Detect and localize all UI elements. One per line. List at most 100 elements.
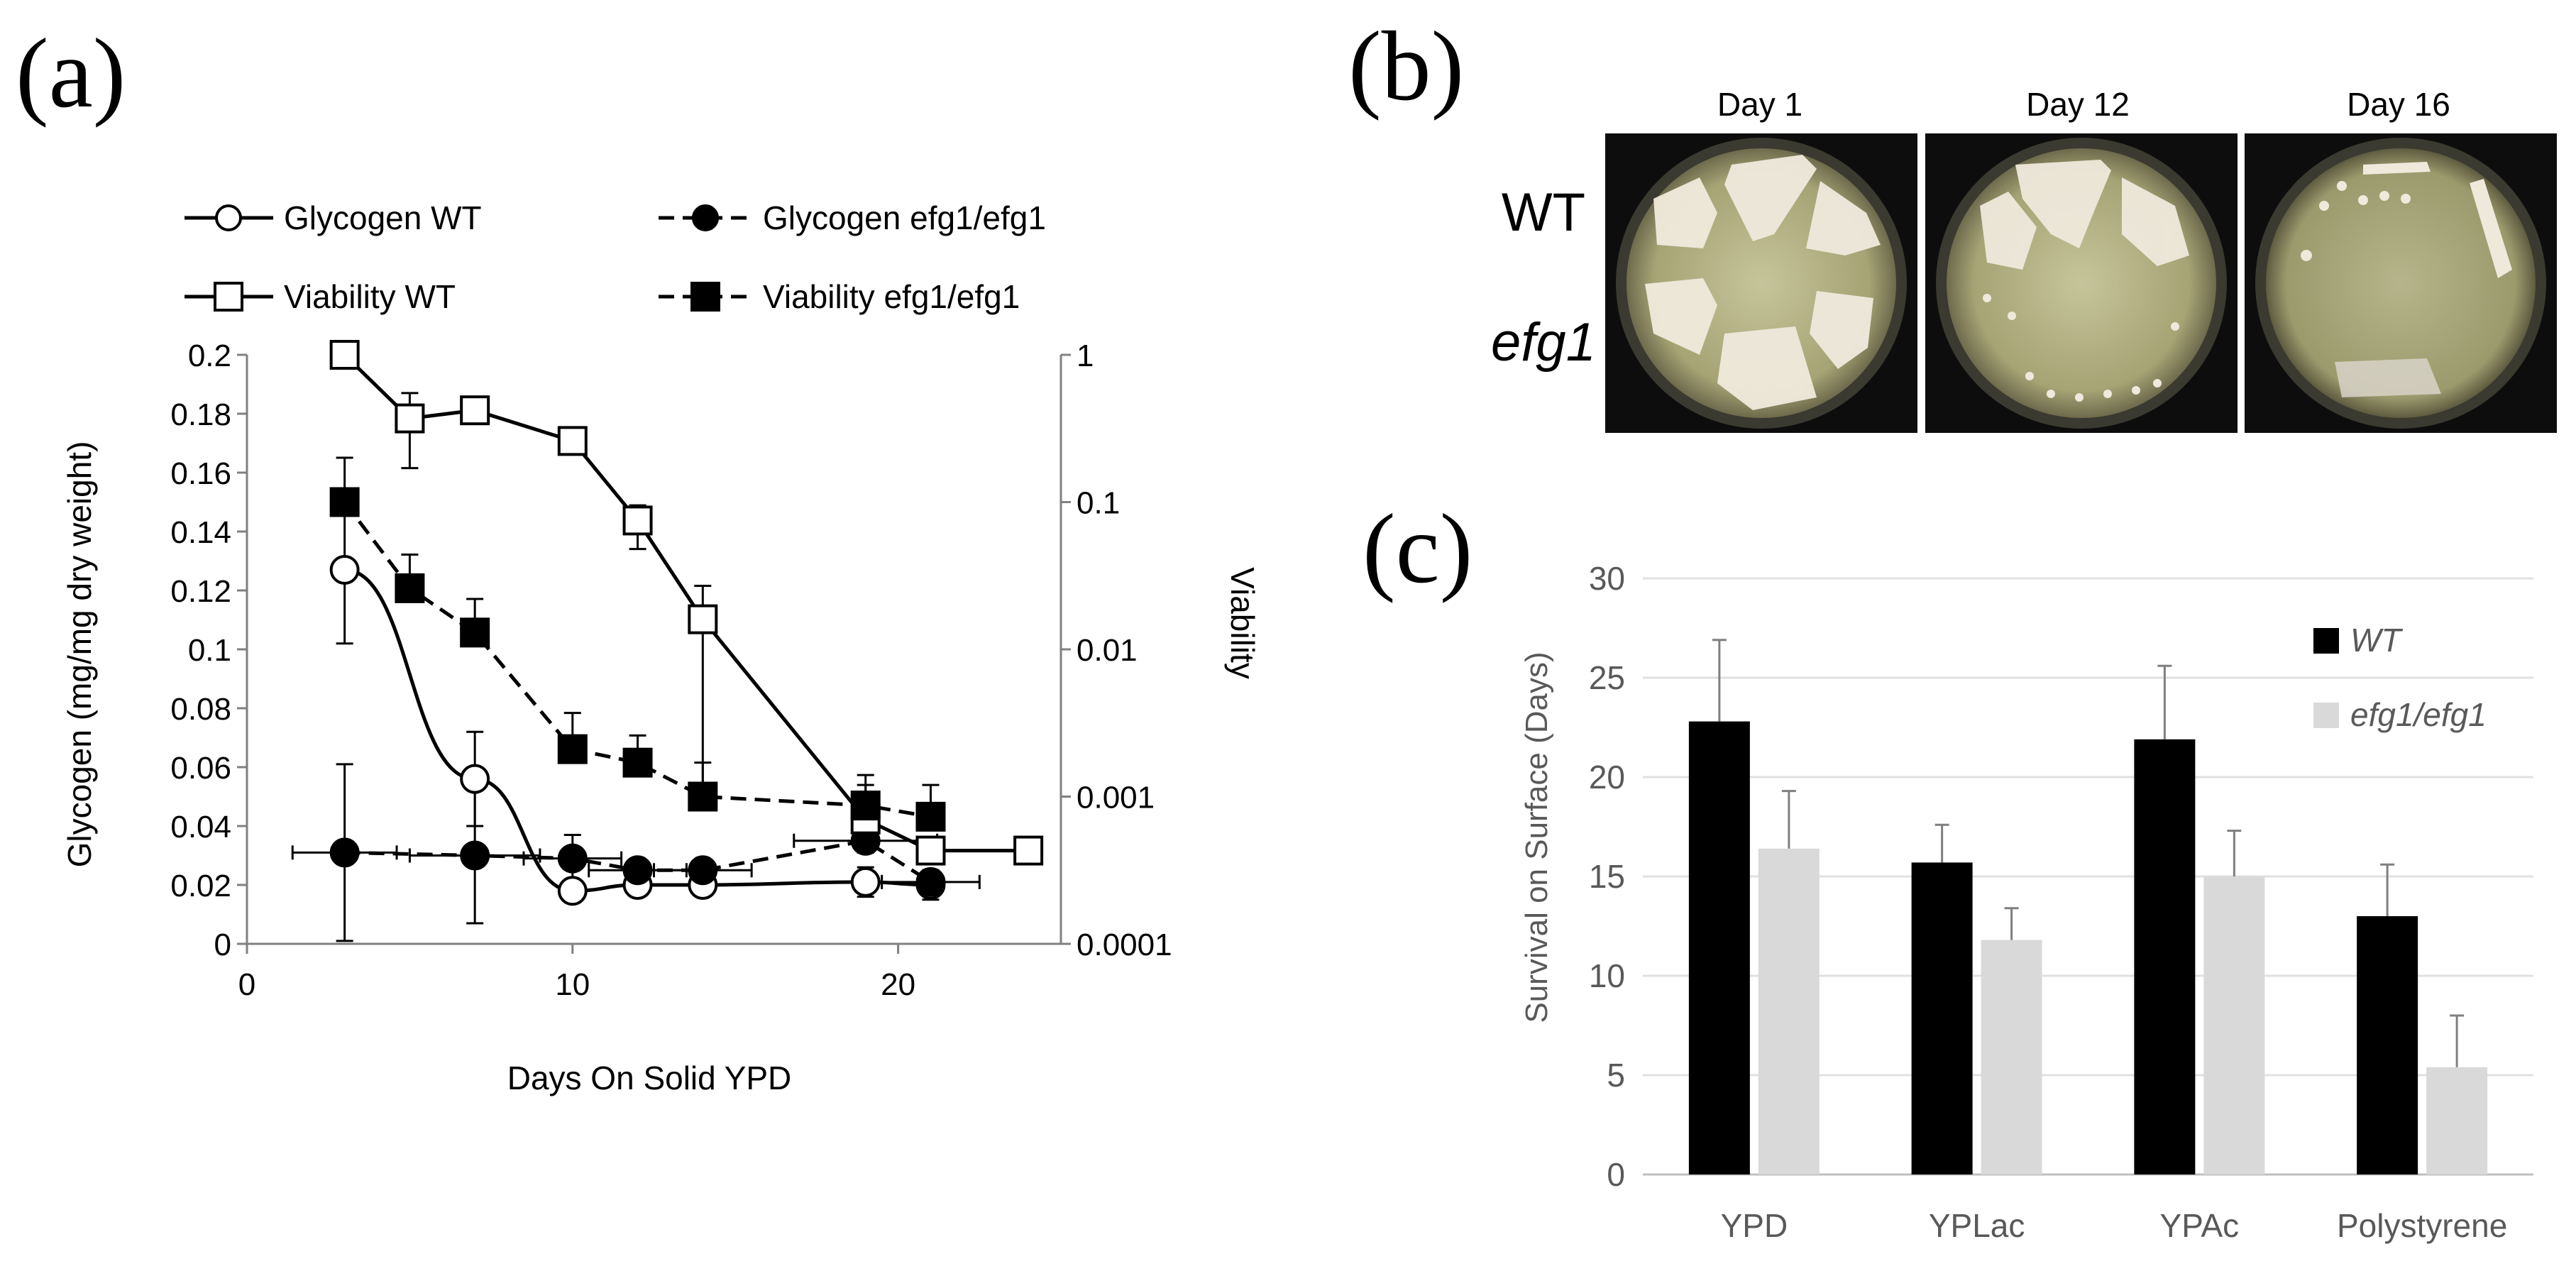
legend-glycogen-efg1-label: Glycogen efg1/efg1: [763, 199, 1046, 236]
chart-a-point-glycogen-wt: [329, 554, 360, 585]
plate-column-day16: Day 16: [2347, 86, 2450, 123]
chart-a-point-glycogen-wt: [460, 764, 490, 794]
chart-a-point-viability-efg1-efg1: [688, 781, 718, 812]
legend-efg1-label: efg1/efg1: [2350, 696, 2487, 733]
legend-wt-swatch: [2313, 628, 2339, 654]
chart-a-legend: Glycogen WT Glycogen efg1/efg1 Viability…: [185, 199, 1046, 315]
chart-c-y-tick-label: 10: [1589, 957, 1625, 994]
legend-wt-label: WT: [2350, 622, 2403, 659]
panel-b-plates: Day 1 Day 12 Day 16 WT efg1: [1491, 86, 2557, 433]
plate-day12: [1925, 133, 2238, 433]
legend-viability-efg1-label: Viability efg1/efg1: [763, 278, 1020, 315]
chart-a-y-axis-title-left: Glycogen (mg/mg dry weight): [61, 441, 98, 868]
chart-a-point-viability-wt: [329, 340, 360, 370]
chart-c-legend: WT efg1/efg1: [2313, 622, 2487, 733]
chart-c-y-axis-title: Survival on Surface (Days): [1519, 651, 1554, 1023]
plate-day1: [1605, 133, 1917, 433]
chart-a-point-viability-efg1-efg1: [915, 801, 946, 832]
chart-a-tick-labels: 0 0.02 0.04 0.06 0.08 0.1 0.12 0.14 0.16 0.18 0.2 0…: [170, 339, 1172, 1002]
chart-c-y-tick-label: 5: [1607, 1057, 1625, 1094]
legend-efg1-swatch: [2313, 703, 2339, 728]
chart-a-point-glycogen-efg1-efg1: [557, 843, 588, 874]
chart-a-y-axis-title-right: Viability: [1224, 567, 1261, 679]
legend-viability-efg1: Viability efg1/efg1: [659, 278, 1020, 315]
chart-a-point-glycogen-wt: [850, 866, 881, 897]
chart-c-category-label: YPLac: [1929, 1207, 2025, 1244]
legend-glycogen-wt: Glycogen WT: [185, 199, 482, 236]
chart-a-series-line-0: [344, 568, 931, 893]
panel-label-a: (a): [16, 18, 126, 128]
chart-a-x-tick-label: 0: [238, 967, 255, 1002]
chart-a-point-glycogen-efg1-efg1: [622, 855, 653, 886]
chart-a-axes: [237, 353, 1071, 954]
legend-viability-wt: Viability WT: [185, 278, 456, 315]
chart-c-bar-wt: [2357, 916, 2418, 1174]
chart-a-left-tick-label: 0.1: [188, 633, 231, 668]
chart-a-point-glycogen-efg1-efg1: [688, 855, 718, 886]
chart-a-left-tick-label: 0.14: [170, 515, 231, 550]
chart-a-right-tick-label: 0.01: [1077, 633, 1138, 668]
chart-a-point-glycogen-efg1-efg1: [329, 837, 360, 868]
chart-a-left-tick-label: 0.08: [170, 692, 231, 727]
panel-label-c: (c): [1363, 494, 1473, 604]
chart-a-point-viability-efg1-efg1: [460, 617, 490, 648]
chart-c-bar-wt: [1688, 721, 1750, 1174]
chart-a-point-glycogen-efg1-efg1: [460, 840, 490, 871]
plate-column-day1: Day 1: [1717, 86, 1802, 123]
chart-c-bar-efg1-efg1: [2426, 1067, 2488, 1174]
plate-day16: [2245, 133, 2557, 433]
chart-a-point-viability-wt: [688, 604, 718, 634]
chart-a-left-tick-label: 0.18: [170, 397, 231, 432]
chart-c-category-label: Polystyrene: [2337, 1207, 2507, 1244]
chart-a-point-viability-wt: [395, 403, 425, 434]
plate-column-day12: Day 12: [2026, 86, 2130, 123]
chart-a-x-tick-label: 20: [881, 967, 915, 1002]
chart-c-y-tick-label: 0: [1607, 1156, 1625, 1193]
chart-a-series-line-2: [343, 353, 1029, 853]
panel-label-b: (b): [1348, 11, 1464, 121]
chart-a-point-viability-wt: [915, 835, 946, 866]
chart-a-right-tick-label: 0.0001: [1077, 928, 1172, 962]
chart-a: 0 0.02 0.04 0.06 0.08 0.1 0.12 0.14 0.16 0.18 0.2 0…: [61, 199, 1261, 1096]
chart-a-point-viability-wt: [557, 426, 588, 456]
chart-c-bar-efg1-efg1: [1981, 940, 2042, 1174]
chart-a-point-glycogen-wt: [557, 876, 588, 906]
plate-row-wt: WT: [1502, 182, 1585, 243]
chart-c-category-label: YPD: [1721, 1207, 1788, 1244]
chart-a-markers: [329, 340, 1044, 906]
chart-c-bar-wt: [2134, 739, 2196, 1174]
chart-a-point-viability-efg1-efg1: [850, 791, 881, 821]
chart-a-right-tick-label: 0.001: [1077, 781, 1155, 815]
chart-c-y-tick-label: 20: [1589, 759, 1625, 796]
chart-a-x-axis-title: Days On Solid YPD: [507, 1060, 792, 1096]
chart-a-left-tick-label: 0.16: [170, 456, 231, 491]
chart-c-error-bars: [1712, 639, 2465, 1067]
chart-c: 0 5 10 15 20 25 30 YPD YPLac YPAc Polystyrene Surv…: [1519, 560, 2533, 1244]
plate-row-efg1: efg1: [1491, 312, 1596, 373]
legend-viability-wt-label: Viability WT: [284, 278, 456, 315]
chart-c-bar-efg1-efg1: [2203, 876, 2265, 1174]
chart-a-left-tick-label: 0.12: [170, 574, 231, 609]
chart-a-x-tick-label: 10: [555, 967, 590, 1002]
chart-c-y-tick-label: 30: [1589, 560, 1625, 597]
chart-c-bar-wt: [1911, 862, 1973, 1174]
chart-a-right-tick-label: 0.1: [1077, 486, 1120, 521]
chart-a-point-viability-efg1-efg1: [329, 487, 360, 517]
chart-a-point-viability-wt: [622, 505, 653, 536]
chart-a-point-viability-efg1-efg1: [557, 734, 588, 764]
chart-c-category-label: YPAc: [2160, 1207, 2240, 1244]
chart-a-left-tick-label: 0.06: [170, 751, 231, 786]
chart-a-point-viability-wt: [1013, 835, 1044, 866]
chart-a-left-tick-label: 0.02: [170, 869, 231, 903]
chart-a-left-tick-label: 0.2: [188, 339, 231, 373]
chart-c-y-tick-label: 25: [1589, 659, 1625, 696]
chart-a-point-viability-efg1-efg1: [622, 747, 653, 778]
chart-a-point-viability-efg1-efg1: [395, 573, 425, 603]
chart-c-y-tick-label: 15: [1589, 858, 1625, 895]
legend-glycogen-efg1: Glycogen efg1/efg1: [659, 199, 1046, 236]
chart-a-point-viability-wt: [460, 395, 490, 426]
chart-c-bars: [1688, 721, 2488, 1174]
chart-a-point-glycogen-efg1-efg1: [915, 866, 946, 897]
legend-glycogen-wt-label: Glycogen WT: [284, 199, 482, 236]
